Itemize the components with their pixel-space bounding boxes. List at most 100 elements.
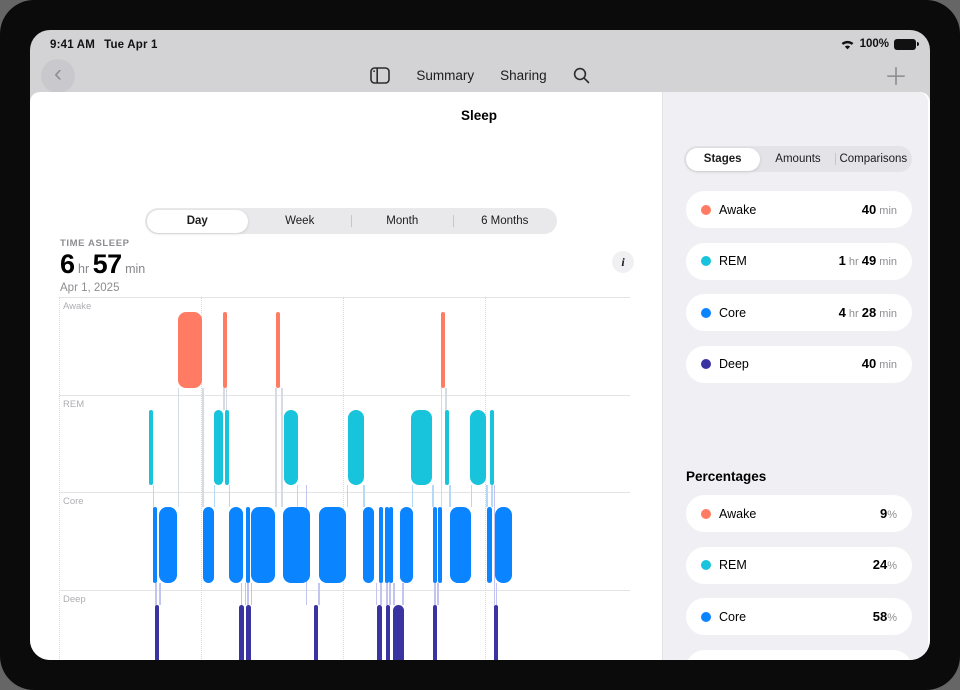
- stage-value: 58%: [873, 608, 897, 626]
- stage-transition-connector: [202, 387, 204, 507]
- stage-card-rem: REM 1 hr 49 min: [686, 242, 912, 280]
- stage-transition-connector: [375, 582, 378, 605]
- row-label-core: Core: [63, 496, 84, 507]
- stage-label: Core: [719, 609, 747, 624]
- info-icon: i: [621, 254, 625, 269]
- stages-panel: Stages Amounts Comparisons Awake 40 min REM 1…: [662, 92, 928, 660]
- nav-link-summary[interactable]: Summary: [416, 67, 475, 83]
- status-indicators: 100%: [840, 38, 919, 50]
- screen: 9:41 AM Tue Apr 1 100% ‹ Summary Sharing: [30, 30, 930, 660]
- chart-gridline-vertical: [59, 297, 60, 660]
- stage-transition-connector: [296, 485, 299, 507]
- percentages-heading: Percentages: [686, 469, 767, 484]
- stage-transition-connector: [225, 387, 228, 410]
- rem-sleep-segment: [148, 409, 153, 485]
- value-unit: hr: [845, 256, 862, 268]
- stage-transition-connector: [402, 582, 404, 605]
- stage-transition-connector: [155, 582, 157, 605]
- deep-sleep-segment: [313, 604, 318, 660]
- stage-transition-connector: [449, 485, 451, 507]
- rem-sleep-segment: [490, 409, 495, 485]
- core-sleep-segment: [379, 507, 384, 583]
- core-sleep-segment: [152, 507, 157, 583]
- awake-sleep-segment: [440, 312, 446, 388]
- core-sleep-segment: [282, 507, 310, 583]
- page-title: Sleep: [460, 108, 498, 123]
- core-sleep-segment: [384, 507, 389, 583]
- core-sleep-segment: [400, 507, 414, 583]
- panel-tab-stages[interactable]: Stages: [685, 147, 760, 171]
- add-button[interactable]: ＋: [884, 63, 908, 91]
- nav-link-sharing[interactable]: Sharing: [500, 67, 547, 83]
- stage-transition-connector: [445, 387, 447, 410]
- stage-transition-connector: [440, 387, 443, 507]
- chevron-left-icon: ‹: [54, 60, 62, 87]
- sleep-stages-chart[interactable]: 10 PM1 AM4 AM7 AMAwakeREMCoreDeep: [59, 297, 630, 660]
- status-time-date: 9:41 AM Tue Apr 1: [50, 39, 158, 51]
- stage-transition-connector: [281, 387, 283, 507]
- stage-value: 4 hr 28 min: [839, 304, 897, 322]
- stage-transition-connector: [389, 582, 391, 605]
- tab-6-months[interactable]: 6 Months: [481, 215, 529, 227]
- value-number: 1: [838, 253, 846, 268]
- core-sleep-segment: [495, 507, 513, 583]
- stage-transition-connector: [152, 485, 155, 507]
- deep-sleep-segment: [238, 604, 244, 660]
- chart-gridline-horizontal: [59, 492, 630, 493]
- value-unit: %: [887, 560, 897, 572]
- status-time: 9:41 AM: [50, 39, 96, 51]
- core-sleep-segment: [229, 507, 243, 583]
- stage-label: REM: [719, 254, 747, 268]
- stage-transition-connector: [432, 485, 434, 507]
- back-button[interactable]: ‹: [41, 59, 75, 93]
- stage-transition-connector: [223, 387, 225, 410]
- battery-icon: [894, 38, 919, 50]
- stage-value: 24%: [873, 556, 897, 574]
- time-range-segmented-control: Day Week Month 6 Months: [145, 208, 557, 234]
- tab-month[interactable]: Month: [386, 215, 419, 227]
- stage-card-core: Core 4 hr 28 min: [686, 294, 912, 331]
- row-label-awake: Awake: [63, 301, 92, 312]
- core-sleep-segment: [388, 507, 393, 583]
- stage-value: 40 min: [862, 355, 897, 373]
- stage-transition-connector: [318, 582, 320, 605]
- metric-value: 6 hr 57 min: [60, 249, 145, 280]
- value-unit: %: [887, 508, 897, 521]
- rem-sleep-segment: [213, 409, 224, 485]
- stage-card-deep: Deep 40 min: [686, 345, 912, 383]
- value-number: 49: [861, 253, 877, 268]
- awake-sleep-segment: [178, 312, 202, 388]
- stage-transition-connector: [495, 582, 498, 605]
- percentage-card-core: Core 58%: [686, 598, 912, 635]
- core-color-dot: [701, 307, 711, 318]
- deep-color-dot: [701, 359, 711, 369]
- panel-tab-amounts[interactable]: Amounts: [775, 153, 821, 165]
- value-number: 9: [879, 505, 888, 521]
- segment-separator: [453, 215, 454, 227]
- value-number: 58: [872, 608, 888, 624]
- panel-segmented-control: Stages Amounts Comparisons: [684, 146, 912, 172]
- panel-tab-comparisons[interactable]: Comparisons: [839, 153, 908, 165]
- chart-gridline-horizontal: [59, 297, 630, 298]
- stage-value: 9%: [880, 505, 897, 523]
- core-sleep-segment: [159, 507, 178, 583]
- info-button[interactable]: i: [612, 251, 634, 273]
- value-unit: min: [876, 256, 897, 268]
- value-unit: min: [876, 359, 897, 371]
- value-number: 4: [838, 304, 846, 320]
- core-sleep-segment: [437, 507, 442, 583]
- value-number: 24: [872, 557, 888, 572]
- stage-label: REM: [719, 558, 747, 572]
- deep-sleep-segment: [376, 604, 382, 660]
- stage-transition-connector: [250, 582, 253, 605]
- core-color-dot: [701, 611, 711, 622]
- tab-day[interactable]: Day: [146, 209, 248, 233]
- tab-week[interactable]: Week: [285, 215, 315, 227]
- stage-transition-connector: [470, 485, 473, 507]
- search-icon[interactable]: [573, 67, 590, 84]
- value-number: 40: [861, 356, 877, 371]
- sidebar-toggle-icon[interactable]: [370, 66, 391, 84]
- metric-label: TIME ASLEEP: [60, 238, 130, 249]
